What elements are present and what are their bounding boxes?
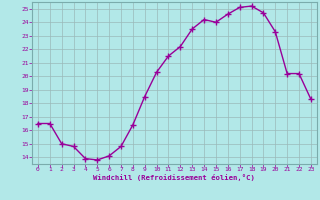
X-axis label: Windchill (Refroidissement éolien,°C): Windchill (Refroidissement éolien,°C) xyxy=(93,174,255,181)
